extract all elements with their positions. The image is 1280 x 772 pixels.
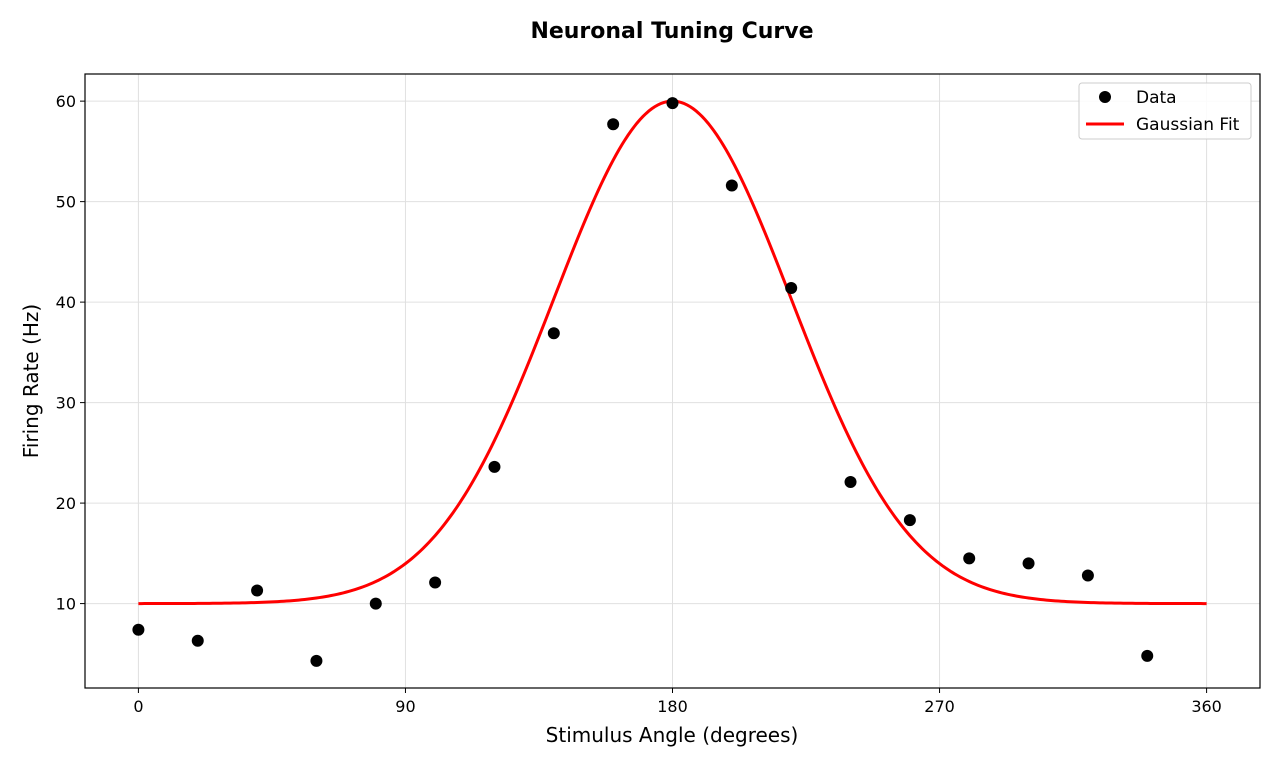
legend: Data Gaussian Fit <box>1078 82 1252 140</box>
axes-frame <box>84 73 1261 689</box>
data-point <box>1022 557 1035 570</box>
legend-label-fit: Gaussian Fit <box>1136 115 1240 135</box>
chart-title: Neuronal Tuning Curve <box>530 19 813 44</box>
data-point <box>903 514 916 527</box>
axis-ticks: 0 90 180 270 360 10 20 30 40 50 60 <box>56 92 1222 716</box>
x-tick-label: 90 <box>395 697 415 716</box>
data-point <box>191 634 204 647</box>
y-axis-label: Firing Rate (Hz) <box>19 304 43 458</box>
data-point <box>310 654 323 667</box>
x-tick-label: 270 <box>924 697 955 716</box>
x-tick-label: 180 <box>657 697 688 716</box>
data-point <box>1081 569 1094 582</box>
y-tick-label: 10 <box>56 595 76 614</box>
data-point <box>369 597 382 610</box>
y-tick-label: 20 <box>56 494 76 513</box>
x-tick-label: 0 <box>133 697 143 716</box>
y-tick-label: 50 <box>56 193 76 212</box>
legend-label-data: Data <box>1136 88 1177 108</box>
data-point <box>607 118 620 131</box>
y-tick-label: 60 <box>56 92 76 111</box>
data-point <box>844 475 857 488</box>
y-tick-label: 40 <box>56 293 76 312</box>
data-point <box>725 179 738 192</box>
plot-area <box>132 97 1207 667</box>
y-tick-label: 30 <box>56 394 76 413</box>
data-point <box>132 623 145 636</box>
data-point <box>785 282 798 295</box>
x-axis-label: Stimulus Angle (degrees) <box>546 723 799 747</box>
data-point <box>488 460 501 473</box>
data-point <box>251 584 264 597</box>
data-point <box>963 552 976 565</box>
data-point <box>429 576 442 589</box>
legend-marker-data <box>1099 91 1111 103</box>
data-point <box>1141 649 1154 662</box>
x-tick-label: 360 <box>1191 697 1222 716</box>
grid <box>85 74 1260 688</box>
data-point <box>547 327 560 340</box>
data-point <box>666 97 679 110</box>
